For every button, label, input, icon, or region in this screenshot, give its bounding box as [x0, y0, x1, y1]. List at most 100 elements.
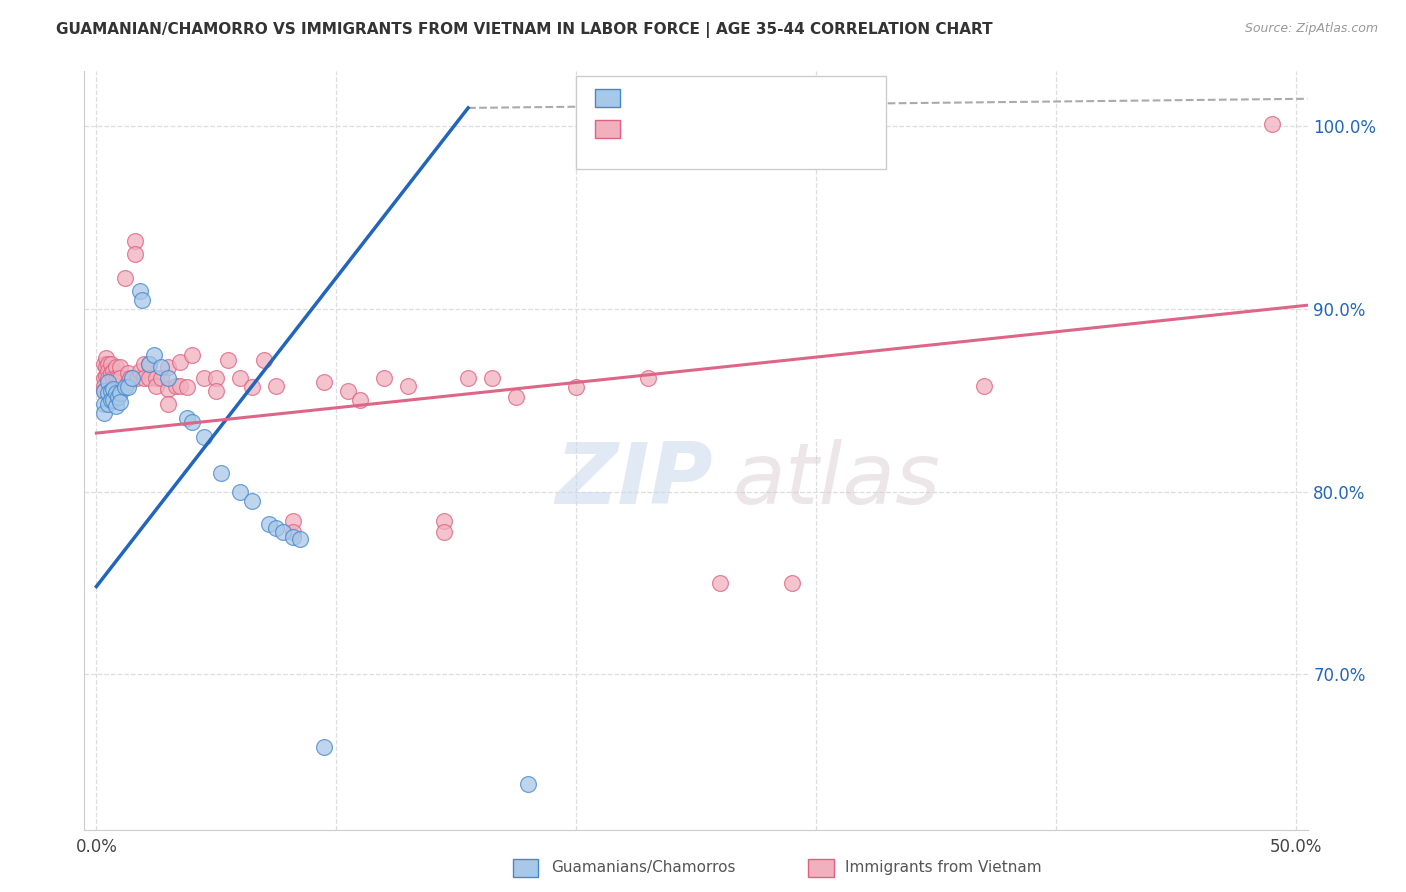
Point: [373, 371, 395, 385]
Text: Guamanians/Chamorros: Guamanians/Chamorros: [551, 861, 735, 875]
Point: [93, 406, 115, 420]
Point: [121, 371, 143, 385]
Point: [93, 357, 115, 371]
Point: [107, 371, 129, 385]
Point: [217, 353, 239, 368]
Point: [93, 384, 115, 398]
Point: [97, 385, 120, 400]
Point: [169, 355, 191, 369]
Point: [240, 493, 263, 508]
Point: [505, 390, 527, 404]
Point: [314, 740, 336, 755]
Point: [229, 371, 252, 385]
Point: [100, 366, 122, 380]
Point: [93, 378, 115, 392]
Point: [128, 284, 150, 298]
Point: [193, 430, 215, 444]
Point: [150, 360, 173, 375]
Point: [127, 371, 149, 385]
Point: [93, 397, 115, 411]
Text: 0.164: 0.164: [665, 120, 717, 138]
Point: [97, 375, 120, 389]
Point: [134, 357, 156, 371]
Point: [349, 393, 371, 408]
Point: [433, 514, 456, 528]
Point: [117, 375, 139, 389]
Point: [253, 353, 276, 368]
Point: [145, 371, 167, 385]
Point: [314, 375, 336, 389]
Point: [176, 411, 198, 425]
Point: [396, 378, 419, 392]
Point: [94, 351, 117, 366]
Point: [97, 357, 120, 371]
Point: [101, 393, 124, 408]
Point: [101, 382, 124, 396]
Point: [118, 371, 141, 385]
Point: [107, 390, 129, 404]
Point: [165, 378, 187, 392]
Point: [337, 384, 360, 398]
Text: N =: N =: [731, 120, 768, 138]
Point: [93, 384, 115, 398]
Point: [273, 524, 295, 539]
Point: [110, 371, 132, 385]
Text: GUAMANIAN/CHAMORRO VS IMMIGRANTS FROM VIETNAM IN LABOR FORCE | AGE 35-44 CORRELA: GUAMANIAN/CHAMORRO VS IMMIGRANTS FROM VI…: [56, 22, 993, 38]
Point: [1260, 117, 1282, 131]
Point: [94, 369, 117, 384]
Point: [157, 397, 180, 411]
Point: [100, 357, 122, 371]
Point: [142, 347, 165, 361]
Point: [138, 357, 160, 371]
Point: [100, 393, 122, 408]
Point: [114, 380, 136, 394]
Point: [257, 517, 280, 532]
Text: 36: 36: [766, 89, 789, 107]
Point: [181, 415, 204, 429]
Point: [110, 360, 132, 375]
Point: [104, 378, 127, 392]
Text: 69: 69: [766, 120, 789, 138]
Point: [104, 385, 127, 400]
Point: [97, 371, 120, 385]
Point: [138, 371, 160, 385]
Point: [457, 371, 479, 385]
Point: [117, 366, 139, 380]
Text: Source: ZipAtlas.com: Source: ZipAtlas.com: [1244, 22, 1378, 36]
Point: [176, 380, 198, 394]
Point: [780, 575, 803, 590]
Point: [433, 524, 456, 539]
Point: [565, 380, 588, 394]
Text: N =: N =: [731, 89, 768, 107]
Point: [281, 530, 304, 544]
Text: ZIP: ZIP: [555, 439, 713, 523]
Point: [157, 360, 180, 375]
Point: [100, 384, 122, 398]
Point: [131, 293, 153, 307]
Point: [290, 532, 312, 546]
Point: [205, 371, 228, 385]
Point: [150, 371, 173, 385]
Point: [281, 524, 304, 539]
Point: [104, 360, 127, 375]
Point: [973, 378, 995, 392]
Text: R =: R =: [630, 120, 666, 138]
Point: [124, 234, 146, 248]
Point: [240, 380, 263, 394]
Point: [104, 399, 127, 413]
Point: [114, 270, 136, 285]
Point: [264, 521, 287, 535]
Point: [193, 371, 215, 385]
Point: [101, 371, 124, 385]
Text: R =: R =: [630, 89, 666, 107]
Point: [517, 777, 540, 791]
Point: [97, 397, 120, 411]
Point: [181, 347, 204, 361]
Point: [145, 378, 167, 392]
Point: [104, 371, 127, 385]
Text: 0.379: 0.379: [665, 89, 718, 107]
Point: [637, 371, 659, 385]
Point: [110, 395, 132, 409]
Point: [709, 575, 731, 590]
Point: [134, 371, 156, 385]
